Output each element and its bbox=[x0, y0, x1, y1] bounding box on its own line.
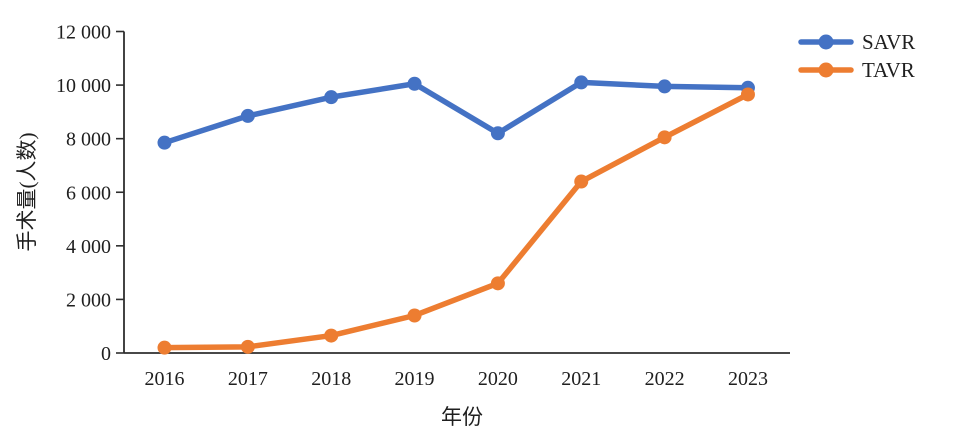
tavr-line bbox=[161, 91, 751, 351]
x-tick-label: 2019 bbox=[395, 368, 435, 390]
x-tick-label: 2018 bbox=[311, 368, 351, 390]
legend-item-savr: SAVR bbox=[798, 30, 915, 54]
savr-point-2016 bbox=[157, 135, 172, 150]
x-tick-label: 2017 bbox=[228, 368, 268, 390]
savr-legend-label: SAVR bbox=[862, 30, 915, 54]
axis-ticks: 0 2 000 4 000 6 000 8 000 10 000 12 000 2016 201… bbox=[56, 22, 768, 391]
savr-point-2018 bbox=[324, 90, 339, 105]
tavr-point-2017 bbox=[240, 339, 255, 354]
x-axis-title: 年份 bbox=[441, 405, 483, 429]
x-tick-label: 2016 bbox=[145, 368, 185, 390]
tavr-point-2016 bbox=[157, 340, 172, 355]
data-series bbox=[157, 75, 755, 355]
savr-point-2022 bbox=[657, 79, 672, 94]
savr-line bbox=[161, 79, 751, 146]
legend: SAVR TAVR bbox=[798, 30, 915, 82]
savr-point-2020 bbox=[490, 126, 505, 141]
savr-point-2019 bbox=[407, 76, 422, 91]
x-tick-label: 2023 bbox=[728, 368, 768, 390]
y-tick-label: 4 000 bbox=[66, 236, 111, 258]
tavr-point-2023 bbox=[740, 87, 755, 102]
y-tick-label: 2 000 bbox=[66, 289, 111, 311]
y-tick-label: 8 000 bbox=[66, 129, 111, 151]
y-tick-label: 10 000 bbox=[56, 75, 111, 97]
tavr-point-2021 bbox=[574, 174, 589, 189]
y-axis-title: 手术量(人数) bbox=[15, 133, 39, 252]
x-tick-label: 2022 bbox=[645, 368, 685, 390]
x-tick-label: 2021 bbox=[561, 368, 601, 390]
y-tick-label: 12 000 bbox=[56, 22, 111, 44]
tavr-legend-label: TAVR bbox=[862, 58, 915, 82]
tavr-point-2018 bbox=[324, 328, 339, 343]
savr-legend-marker-icon bbox=[818, 34, 834, 50]
tavr-point-2022 bbox=[657, 130, 672, 145]
y-tick-label: 0 bbox=[101, 343, 111, 365]
savr-point-2021 bbox=[574, 75, 589, 90]
tavr-point-2019 bbox=[407, 308, 422, 323]
savr-point-2017 bbox=[240, 108, 255, 123]
tavr-legend-marker-icon bbox=[818, 62, 834, 78]
legend-item-tavr: TAVR bbox=[798, 58, 915, 82]
tavr-point-2020 bbox=[490, 276, 505, 291]
y-tick-label: 6 000 bbox=[66, 182, 111, 204]
x-tick-label: 2020 bbox=[478, 368, 518, 390]
